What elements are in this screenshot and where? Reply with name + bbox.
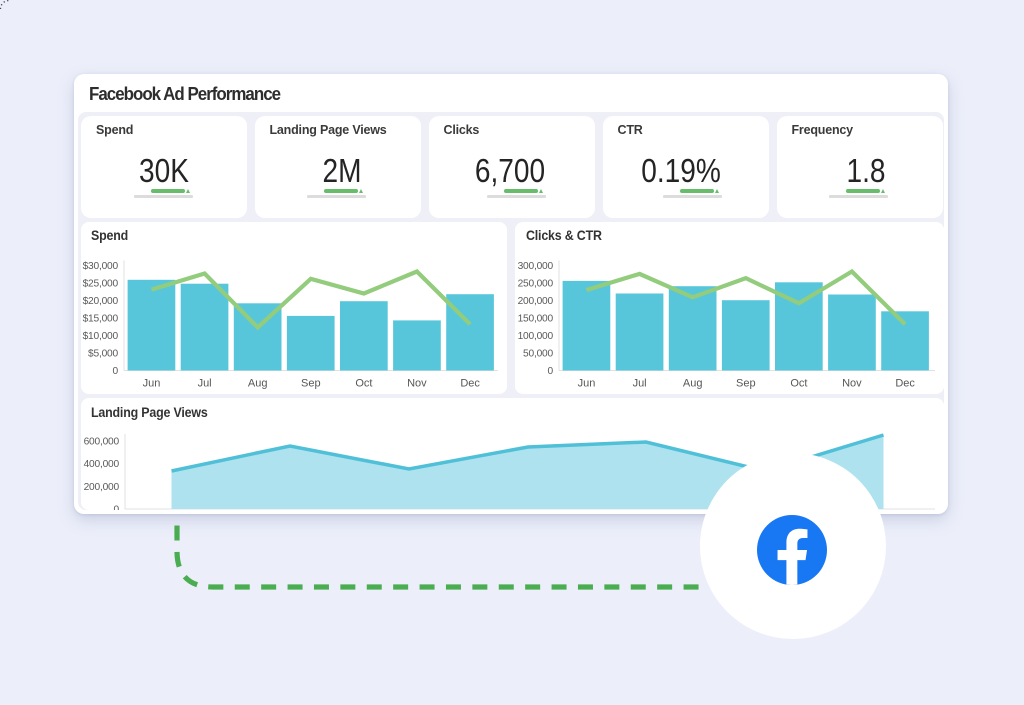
svg-text:Oct: Oct	[790, 378, 807, 390]
svg-text:100,000: 100,000	[518, 331, 554, 342]
svg-text:Jul: Jul	[633, 378, 647, 390]
svg-text:$15,000: $15,000	[83, 314, 119, 325]
svg-text:0: 0	[113, 366, 119, 377]
svg-text:Sep: Sep	[736, 378, 756, 390]
svg-text:$5,000: $5,000	[88, 349, 118, 360]
svg-text:Dec: Dec	[895, 378, 915, 390]
svg-text:Sep: Sep	[301, 378, 321, 390]
svg-text:50,000: 50,000	[523, 349, 553, 360]
svg-text:Aug: Aug	[248, 378, 268, 390]
svg-text:600,000: 600,000	[84, 437, 120, 448]
svg-text:Dec: Dec	[460, 378, 480, 390]
svg-text:200,000: 200,000	[84, 482, 120, 493]
svg-text:$10,000: $10,000	[83, 331, 119, 342]
svg-text:$20,000: $20,000	[83, 296, 119, 307]
svg-text:200,000: 200,000	[518, 296, 554, 307]
svg-text:Aug: Aug	[683, 378, 703, 390]
svg-text:400,000: 400,000	[84, 459, 120, 470]
svg-text:$25,000: $25,000	[83, 279, 119, 290]
svg-text:Jun: Jun	[143, 378, 161, 390]
svg-text:Oct: Oct	[355, 378, 372, 390]
svg-text:Jul: Jul	[198, 378, 212, 390]
svg-text:0: 0	[114, 505, 120, 511]
svg-text:Jun: Jun	[578, 378, 596, 390]
svg-text:150,000: 150,000	[518, 314, 554, 325]
svg-text:0: 0	[548, 366, 554, 377]
svg-text:Nov: Nov	[842, 378, 862, 390]
svg-text:$30,000: $30,000	[83, 261, 119, 272]
svg-text:Nov: Nov	[407, 378, 427, 390]
svg-text:250,000: 250,000	[518, 279, 554, 290]
svg-text:300,000: 300,000	[518, 261, 554, 272]
